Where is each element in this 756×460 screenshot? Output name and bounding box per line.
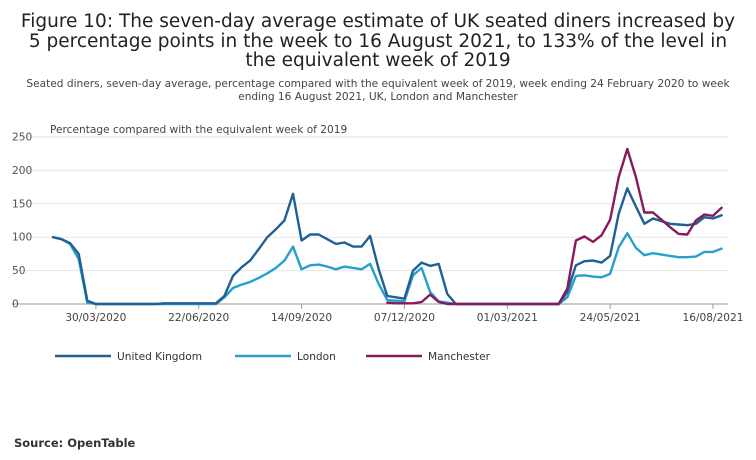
- y-tick-label: 250: [12, 132, 32, 144]
- x-tick-label: 16/08/2021: [682, 312, 743, 324]
- gridlines: [12, 136, 728, 305]
- x-tick-label: 14/09/2020: [271, 312, 332, 324]
- series-lines: [51, 147, 723, 306]
- y-axis-ticks: 0 50 100 150 200 250: [12, 132, 32, 311]
- x-tick-label: 22/06/2020: [168, 312, 229, 324]
- chart-subtitle: Seated diners, seven-day average, percen…: [26, 78, 730, 103]
- x-tick-label: 30/03/2020: [65, 312, 126, 324]
- legend-label: London: [297, 351, 336, 363]
- y-axis-title: Percentage compared with the equivalent …: [50, 124, 347, 136]
- line-chart: Percentage compared with the equivalent …: [12, 124, 744, 363]
- legend: United Kingdom London Manchester: [55, 351, 491, 363]
- series-line-united-kingdom: [51, 187, 723, 306]
- series-line-manchester: [386, 147, 723, 306]
- x-tick-label: 07/12/2020: [374, 312, 435, 324]
- x-axis-ticks: 30/03/2020 22/06/2020 14/09/2020 07/12/2020…: [65, 304, 744, 324]
- legend-label: Manchester: [428, 351, 491, 363]
- source-note: Source: OpenTable: [14, 436, 136, 450]
- y-tick-label: 50: [12, 265, 26, 277]
- y-tick-label: 0: [12, 299, 19, 311]
- chart-title: Figure 10: The seven-day average estimat…: [20, 11, 736, 71]
- y-tick-label: 200: [12, 165, 32, 177]
- y-tick-label: 100: [12, 232, 32, 244]
- legend-label: United Kingdom: [117, 351, 202, 363]
- x-tick-label: 01/03/2021: [477, 312, 538, 324]
- x-tick-label: 24/05/2021: [580, 312, 641, 324]
- y-tick-label: 150: [12, 198, 32, 210]
